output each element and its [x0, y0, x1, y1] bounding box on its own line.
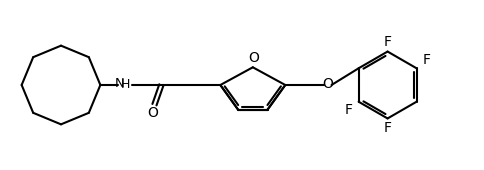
Text: O: O [322, 77, 333, 91]
Text: F: F [384, 35, 392, 49]
Text: H: H [120, 78, 130, 90]
Text: O: O [147, 106, 158, 120]
Text: F: F [345, 103, 353, 117]
Text: O: O [248, 52, 259, 65]
Text: F: F [423, 53, 430, 67]
Text: F: F [384, 121, 392, 135]
Text: N: N [115, 76, 125, 90]
